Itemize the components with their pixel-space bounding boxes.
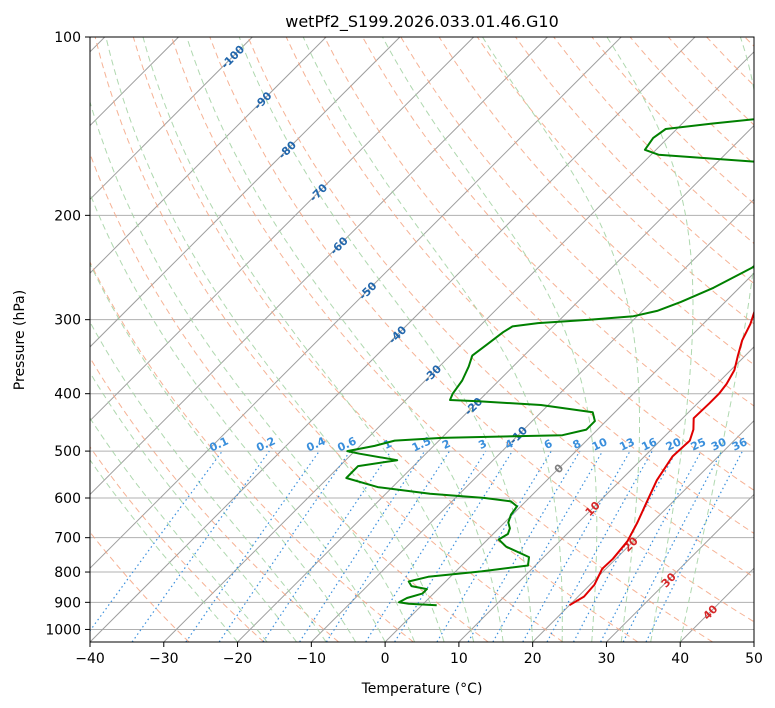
mixing-ratio-label: 16	[640, 435, 660, 453]
x-tick-label: 0	[381, 651, 390, 667]
mixing-ratio-line	[185, 450, 320, 642]
dry-adiabat	[90, 446, 265, 642]
isotherm-line	[163, 51, 754, 642]
x-tick-label: −20	[223, 651, 253, 667]
mixing-ratio-line	[365, 450, 487, 642]
temperature-profile	[568, 309, 754, 607]
isotherm-line	[90, 37, 401, 348]
isotherm-line	[90, 37, 253, 201]
y-tick-label: 800	[54, 565, 81, 581]
isotherm-line	[90, 37, 548, 496]
moist-adiabat	[382, 37, 598, 642]
profile-lines	[345, 73, 754, 607]
mixing-ratio-line	[436, 450, 552, 642]
moist-adiabat	[606, 37, 694, 642]
x-tick-label: 30	[598, 651, 616, 667]
isotherm-line	[90, 37, 475, 422]
y-axis: 100 200 300 400 500 600 700 800 900 1000	[45, 30, 90, 638]
moist-adiabat	[482, 37, 640, 642]
dry-adiabat	[476, 37, 754, 325]
x-tick-label: −40	[75, 651, 105, 667]
isotherm-line	[90, 37, 327, 274]
moist-adiabat	[90, 100, 416, 642]
dry-adiabat	[438, 37, 754, 366]
background-lines	[90, 37, 754, 642]
mixing-ratio-line	[131, 450, 270, 642]
isotherm-line	[90, 37, 622, 569]
dry-adiabat	[515, 37, 754, 285]
mixing-ratio-line	[218, 450, 351, 642]
y-tick-label: 100	[54, 30, 81, 46]
mixing-ratio-line	[572, 450, 677, 642]
isotherm-line	[384, 272, 754, 642]
y-tick-label: 500	[54, 444, 81, 460]
dry-adiabat	[94, 37, 564, 642]
x-tick-label: −10	[297, 651, 327, 667]
x-axis-title: Temperature (°C)	[361, 681, 483, 697]
y-tick-label: 400	[54, 387, 81, 403]
moist-adiabat	[302, 37, 563, 642]
y-tick-label: 1000	[45, 622, 81, 638]
y-tick-label: 600	[54, 491, 81, 507]
moist-adiabat	[90, 192, 386, 642]
moist-adiabat	[90, 371, 298, 642]
mixing-ratio-label: 36	[730, 435, 750, 453]
dry-adiabat	[285, 37, 754, 535]
y-tick-label: 900	[54, 595, 81, 611]
x-tick-label: −30	[149, 651, 179, 667]
moist-adiabat	[105, 37, 445, 642]
dry-adiabat	[209, 37, 754, 623]
y-tick-label: 200	[54, 208, 81, 224]
x-tick-label: 50	[745, 651, 763, 667]
mixing-ratio-label: 25	[689, 435, 708, 453]
isotherm-line	[532, 419, 754, 642]
chart-title: wetPf2_S199.2026.033.01.46.G10	[285, 12, 559, 32]
dry-adiabat	[323, 37, 754, 491]
dry-adiabat	[247, 37, 754, 578]
mixing-ratio-label: 30	[709, 435, 729, 453]
isotherm-line	[458, 346, 754, 642]
dry-adiabat	[90, 260, 414, 642]
mixing-ratio-line	[325, 450, 450, 642]
moist-adiabat	[90, 321, 327, 642]
mixing-ratio-label: 13	[617, 435, 636, 453]
x-tick-label: 20	[524, 651, 542, 667]
moist-adiabat	[90, 417, 268, 642]
dewpoint-profile	[345, 73, 754, 607]
dry-adiabat	[171, 37, 713, 642]
isotherm-line	[237, 124, 754, 642]
moist-adiabat	[90, 262, 357, 642]
moist-adiabat	[679, 37, 754, 642]
mixing-ratio-line	[299, 450, 426, 642]
y-tick-label: 700	[54, 531, 81, 547]
plot-frame	[89, 36, 755, 643]
moist-adiabat	[238, 37, 534, 642]
moist-adiabat	[142, 37, 475, 642]
isotherm-line	[606, 493, 754, 642]
mixing-ratio-label: 20	[664, 435, 684, 453]
moist-adiabat	[186, 37, 504, 642]
mixing-ratio-line	[467, 450, 581, 642]
moist-adiabat	[90, 459, 238, 642]
x-tick-label: 40	[671, 651, 689, 667]
y-axis-title: Pressure (hPa)	[12, 290, 28, 390]
mixing-ratio-line	[262, 450, 392, 642]
mixing-ratio-label: 10	[590, 435, 610, 453]
mixing-ratio-line	[394, 450, 513, 642]
x-tick-label: 10	[450, 651, 468, 667]
x-axis: −40 −30 −20 −10 0 10 20 30 40 50	[75, 642, 763, 667]
y-tick-label: 300	[54, 313, 81, 329]
isotherm-line	[90, 37, 696, 642]
